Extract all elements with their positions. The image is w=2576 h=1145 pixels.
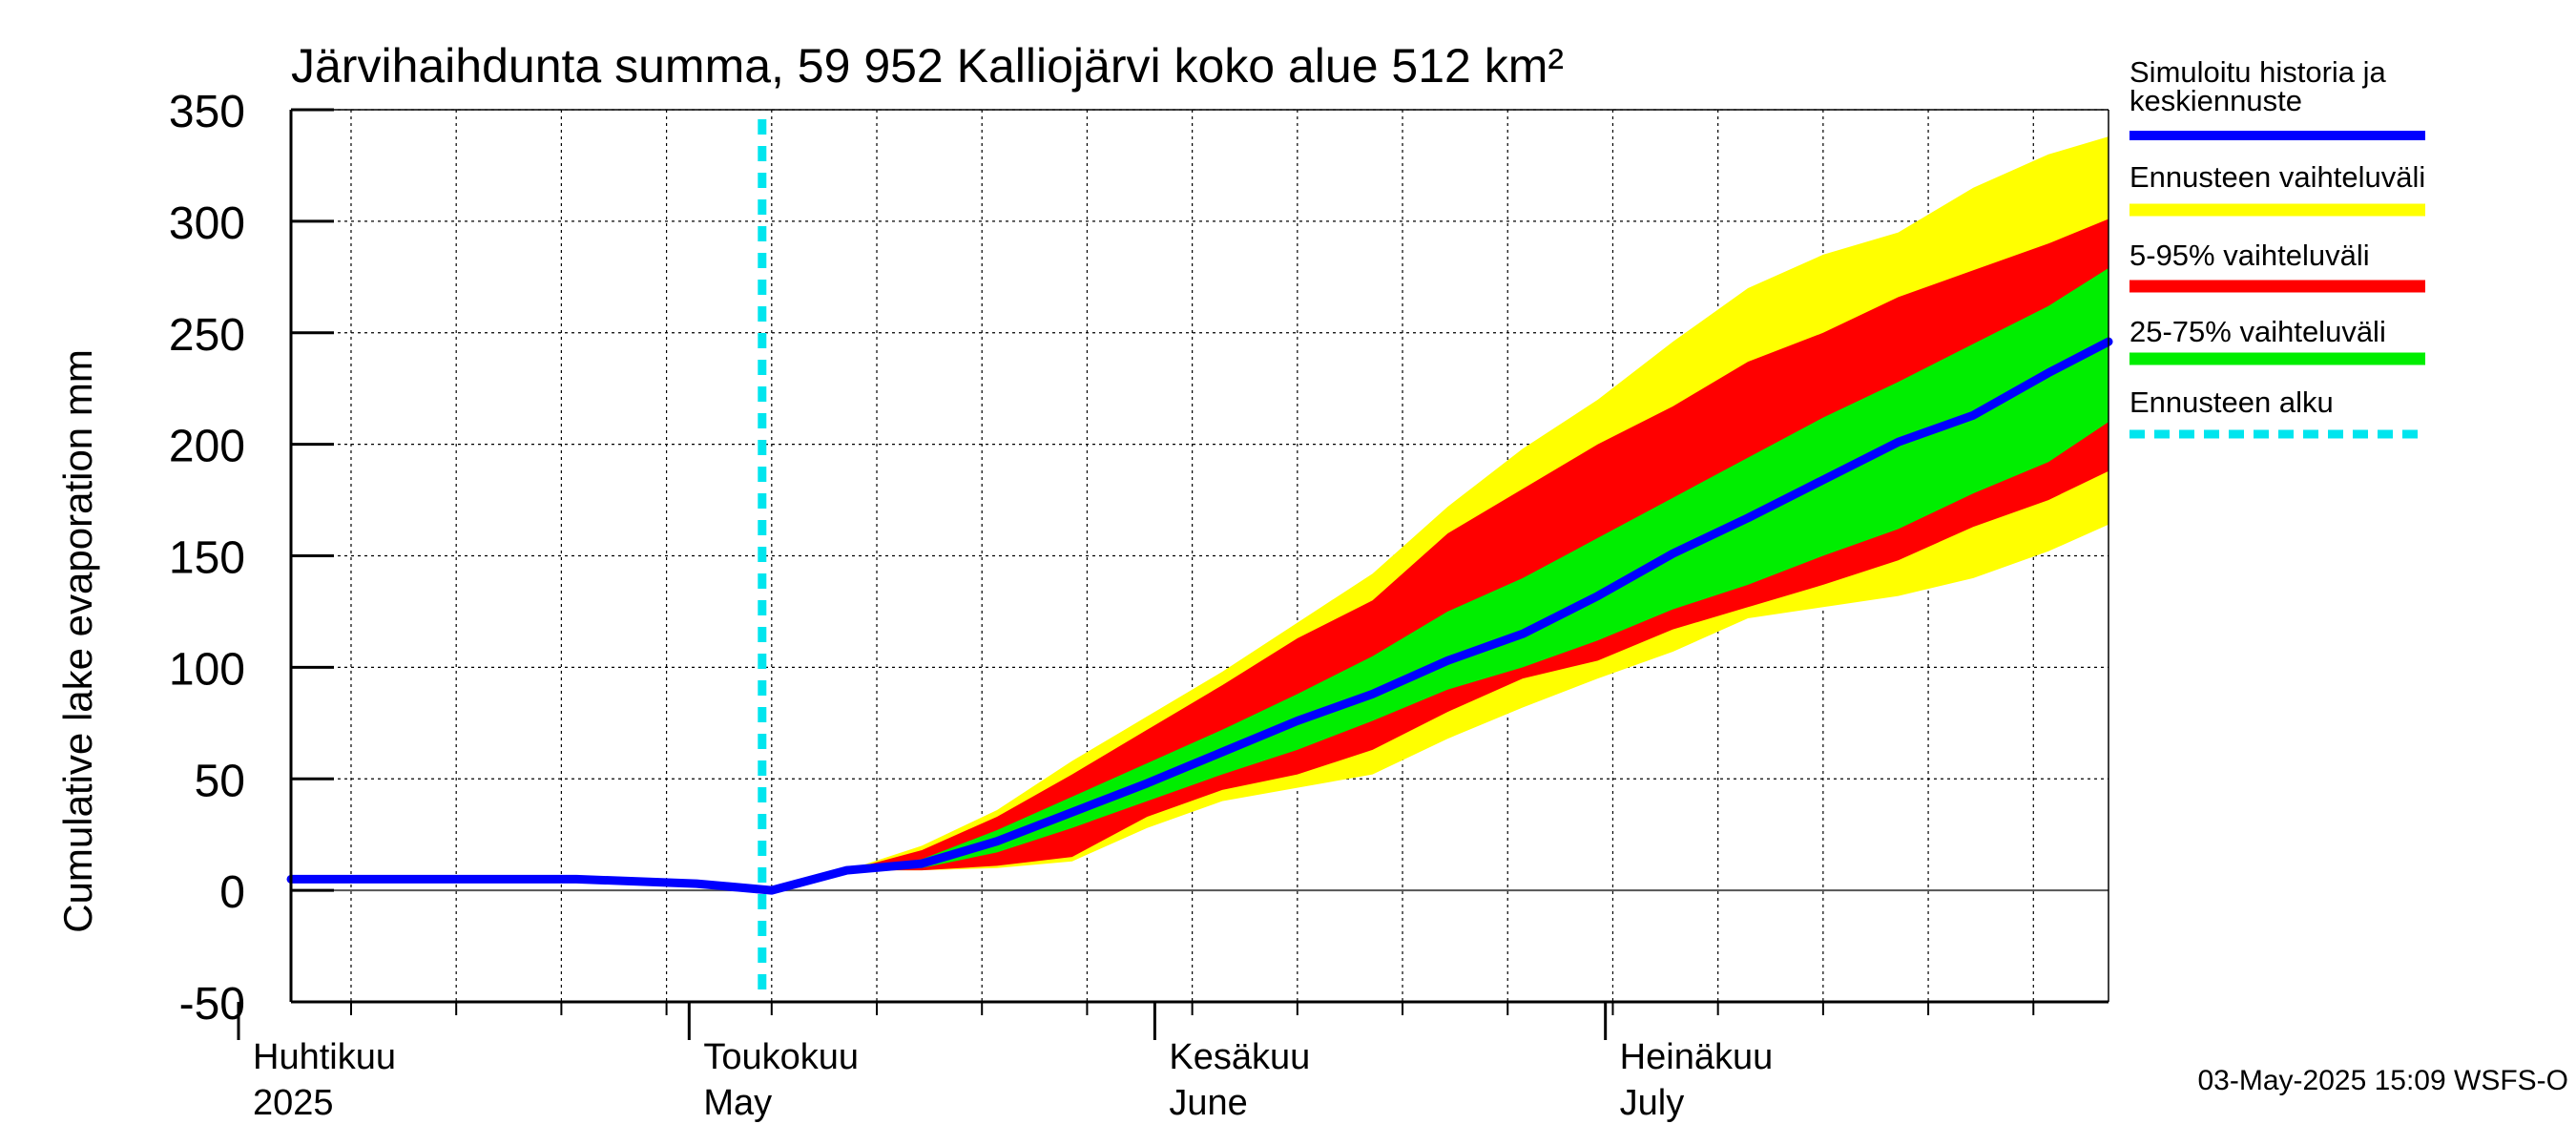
legend-label: Ennusteen alku (2129, 385, 2334, 419)
y-tick-labels: -50 0 50 100 150 200 250 300 350 (169, 87, 245, 1030)
x-tick-label-fi: Huhtikuu (253, 1037, 396, 1077)
forecast-bands (771, 136, 2109, 891)
y-tick-label: 250 (169, 310, 245, 361)
band-ennusteen-vaihteluv-li (771, 136, 2109, 891)
legend-label: keskiennuste (2129, 84, 2302, 117)
y-tick-label: -50 (179, 979, 245, 1030)
timestamp-footer: 03-May-2025 15:09 WSFS-O (2198, 1065, 2569, 1096)
y-tick-label: 300 (169, 198, 245, 249)
x-tick-label-fi: Kesäkuu (1169, 1037, 1310, 1077)
axes (237, 108, 2109, 1040)
legend-label: 25-75% vaihteluväli (2129, 315, 2386, 348)
mean-line (286, 337, 2113, 895)
band-5-95-vaihteluv-li (771, 219, 2109, 891)
legend-label: Simuloitu historia ja (2129, 55, 2387, 89)
legend-label: Ennusteen vaihteluväli (2129, 160, 2425, 194)
y-tick-label: 350 (169, 87, 245, 137)
y-tick-label: 100 (169, 644, 245, 695)
x-tick-label-fi: Toukokuu (703, 1037, 859, 1077)
y-tick-label: 200 (169, 422, 245, 472)
x-tick-label-en: June (1169, 1083, 1247, 1123)
x-tick-label-en: July (1620, 1083, 1685, 1123)
y-tick-label: 150 (169, 533, 245, 584)
x-tick-label-fi: Heinäkuu (1620, 1037, 1774, 1077)
y-tick-label: 50 (195, 756, 245, 806)
chart-title: Järvihaihdunta summa, 59 952 Kalliojärvi… (291, 39, 1564, 93)
x-tick-label-en: May (703, 1083, 772, 1123)
x-tick-label-en: 2025 (253, 1083, 334, 1123)
mean-series (286, 337, 2113, 895)
y-axis-label: Cumulative lake evaporation mm (55, 349, 100, 933)
x-tick-labels: Huhtikuu 2025 Toukokuu May Kesäkuu June Heinäk… (253, 1037, 1773, 1123)
legend-label: 5-95% vaihteluväli (2129, 239, 2370, 272)
y-tick-label: 0 (219, 867, 245, 918)
